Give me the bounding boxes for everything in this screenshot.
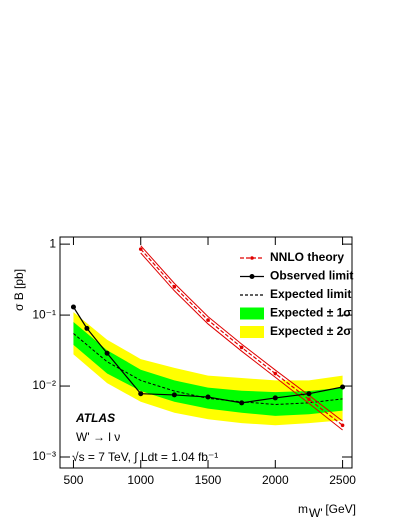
- observed-point: [340, 384, 346, 390]
- observed-point: [306, 391, 312, 397]
- lumi-label: √s = 7 TeV, ∫ Ldt = 1.04 fb⁻¹: [72, 450, 218, 464]
- observed-point: [205, 394, 211, 400]
- theory-point: [172, 285, 177, 289]
- x-tick-label: 2000: [262, 473, 289, 487]
- legend-label: Expected ± 1σ: [270, 306, 352, 320]
- theory-point: [307, 397, 311, 402]
- legend-label: NNLO theory: [270, 250, 344, 264]
- x-axis-label-unit: [GeV]: [325, 502, 356, 516]
- legend-swatch: [240, 326, 264, 338]
- observed-point: [239, 400, 245, 406]
- x-tick-label: 1000: [127, 473, 154, 487]
- x-axis-label-sub: W': [309, 506, 323, 520]
- theory-point: [273, 371, 278, 376]
- y-tick-label: 10⁻¹: [32, 307, 56, 321]
- y-tick-label: 1: [49, 236, 56, 250]
- y-tick-label: 10⁻²: [32, 378, 56, 392]
- x-tick-label: 2500: [329, 473, 356, 487]
- theory-point: [206, 318, 210, 322]
- observed-point: [70, 304, 76, 310]
- observed-point: [84, 325, 90, 331]
- legend-label: Expected ± 2σ: [270, 324, 352, 338]
- legend-swatch: [240, 307, 264, 320]
- legend-swatch-dot: [249, 274, 255, 279]
- plot-frame: [59, 236, 353, 469]
- observed-point: [138, 391, 144, 397]
- theory-point: [340, 423, 345, 428]
- observed-point: [272, 395, 278, 401]
- legend-label: Observed limit: [270, 269, 353, 283]
- x-tick-label: 1500: [195, 473, 222, 487]
- y-tick-label: 10⁻³: [32, 449, 56, 463]
- process-label: W' → l ν: [76, 430, 120, 444]
- theory-point: [138, 247, 143, 251]
- y-axis-label: σ B [pb]: [12, 269, 26, 311]
- atlas-label: ATLAS: [75, 411, 115, 425]
- x-axis-label: m: [298, 502, 308, 516]
- observed-point: [171, 392, 177, 398]
- band: [73, 321, 343, 416]
- x-tick-label: 500: [63, 473, 83, 487]
- theory-band-low: [140, 252, 343, 431]
- legend-label: Expected limit: [270, 287, 351, 301]
- observed-line: [72, 306, 343, 404]
- observed-point: [104, 350, 110, 356]
- legend-swatch-dot: [250, 256, 254, 260]
- theory-point: [239, 345, 244, 350]
